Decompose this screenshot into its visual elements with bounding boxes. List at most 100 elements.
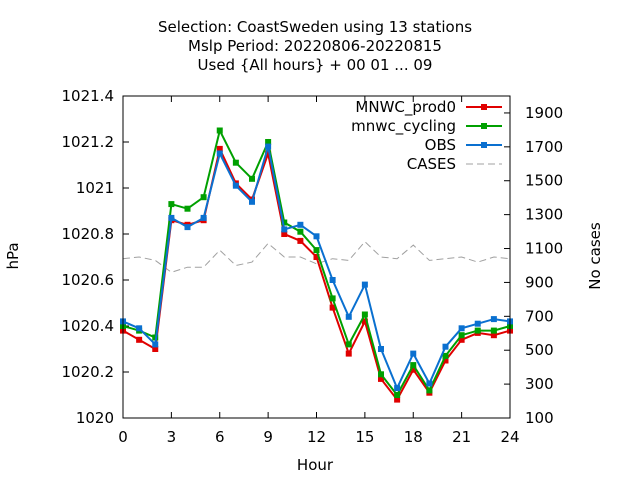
- y2-tick-label: 900: [525, 273, 554, 291]
- y2-tick-label: 1300: [525, 206, 563, 224]
- x-tick-label: 0: [118, 428, 128, 446]
- x-axis-label: Hour: [297, 456, 334, 474]
- chart-title-line1: Selection: CoastSweden using 13 stations: [158, 18, 472, 36]
- data-point-MNWC_prod0: [297, 237, 304, 244]
- data-point-MNWC_prod0: [442, 357, 449, 364]
- data-point-OBS: [458, 325, 465, 332]
- x-tick-label: 3: [167, 428, 177, 446]
- data-point-mnwc_cycling: [281, 219, 288, 226]
- y2-tick-label: 1900: [525, 104, 563, 122]
- y2-tick-label: 100: [525, 409, 554, 427]
- data-point-OBS: [216, 150, 223, 157]
- data-point-mnwc_cycling: [490, 327, 497, 334]
- data-point-mnwc_cycling: [313, 247, 320, 254]
- y-tick-label: 1020.2: [62, 363, 115, 381]
- data-point-MNWC_prod0: [216, 145, 223, 152]
- x-tick-label: 6: [215, 428, 225, 446]
- data-point-OBS: [345, 313, 352, 320]
- data-point-MNWC_prod0: [329, 304, 336, 311]
- data-point-mnwc_cycling: [168, 201, 175, 208]
- data-point-OBS: [184, 224, 191, 231]
- data-point-mnwc_cycling: [426, 387, 433, 394]
- y-tick-label: 1021: [76, 179, 114, 197]
- y2-tick-label: 1700: [525, 138, 563, 156]
- y2-axis-label: No cases: [586, 222, 604, 290]
- data-point-OBS: [281, 226, 288, 233]
- x-tick-label: 12: [307, 428, 326, 446]
- data-point-OBS: [490, 316, 497, 323]
- data-point-MNWC_prod0: [394, 396, 401, 403]
- data-point-OBS: [136, 325, 143, 332]
- legend-swatch-marker: [481, 123, 487, 129]
- legend-label: CASES: [407, 155, 456, 173]
- data-point-mnwc_cycling: [442, 352, 449, 359]
- data-point-OBS: [426, 380, 433, 387]
- y-axis-label: hPa: [4, 242, 22, 269]
- legend-label: MNWC_prod0: [355, 98, 456, 117]
- y2-tick-label: 500: [525, 341, 554, 359]
- data-point-OBS: [168, 214, 175, 221]
- data-point-mnwc_cycling: [394, 392, 401, 398]
- data-point-MNWC_prod0: [281, 231, 288, 237]
- data-point-mnwc_cycling: [216, 127, 223, 134]
- data-point-OBS: [249, 198, 255, 205]
- data-point-MNWC_prod0: [152, 346, 159, 352]
- y-tick-label: 1020.6: [62, 271, 115, 289]
- data-point-OBS: [313, 233, 320, 240]
- y-tick-label: 1020: [76, 409, 114, 427]
- data-point-mnwc_cycling: [345, 341, 352, 348]
- legend-swatch-marker: [481, 104, 487, 110]
- y2-tick-label: 1100: [525, 240, 563, 258]
- data-point-mnwc_cycling: [200, 194, 207, 201]
- data-point-mnwc_cycling: [378, 371, 384, 378]
- data-point-MNWC_prod0: [345, 350, 352, 357]
- y-tick-label: 1021.2: [62, 133, 115, 151]
- data-point-mnwc_cycling: [184, 205, 191, 212]
- data-point-OBS: [232, 182, 239, 189]
- data-point-OBS: [152, 341, 159, 348]
- data-point-mnwc_cycling: [297, 228, 304, 235]
- data-point-mnwc_cycling: [265, 139, 272, 145]
- y2-tick-label: 300: [525, 375, 554, 393]
- data-point-mnwc_cycling: [249, 175, 255, 182]
- data-point-MNWC_prod0: [490, 332, 497, 339]
- data-point-mnwc_cycling: [329, 295, 336, 302]
- x-tick-label: 24: [500, 428, 519, 446]
- data-point-OBS: [474, 320, 481, 327]
- x-tick-label: 15: [355, 428, 374, 446]
- x-tick-label: 18: [404, 428, 423, 446]
- chart-title-line3: Used {All hours} + 00 01 ... 09: [198, 56, 433, 74]
- data-point-MNWC_prod0: [361, 318, 368, 325]
- series-line-CASES: [122, 240, 511, 273]
- plot-frame: [122, 95, 511, 419]
- data-point-mnwc_cycling: [410, 362, 417, 369]
- data-point-MNWC_prod0: [265, 150, 272, 157]
- data-point-OBS: [394, 385, 401, 392]
- x-tick-label: 21: [452, 428, 471, 446]
- y2-tick-label: 1500: [525, 172, 563, 190]
- data-point-OBS: [265, 143, 272, 150]
- data-point-MNWC_prod0: [458, 336, 465, 343]
- data-point-OBS: [410, 350, 417, 357]
- data-point-mnwc_cycling: [361, 311, 368, 318]
- data-point-mnwc_cycling: [474, 327, 481, 334]
- ticks-layer: 0 3 6 9 12 15 18 21 24 1020 1020.2 1020.4 1020.6 1020…: [62, 87, 564, 446]
- x-tick-label: 9: [263, 428, 273, 446]
- data-point-OBS: [442, 343, 449, 350]
- y2-tick-label: 700: [525, 307, 554, 325]
- data-point-MNWC_prod0: [136, 336, 143, 343]
- legend-label: OBS: [425, 136, 456, 154]
- legend-swatch-marker: [481, 142, 487, 148]
- data-point-OBS: [378, 346, 384, 352]
- data-point-mnwc_cycling: [458, 332, 465, 339]
- data-point-MNWC_prod0: [378, 375, 384, 382]
- y-tick-label: 1020.8: [62, 225, 115, 243]
- series-line-MNWC_prod0: [122, 145, 511, 402]
- chart-title-line2: Mslp Period: 20220806-20220815: [188, 37, 442, 55]
- data-point-MNWC_prod0: [410, 366, 417, 373]
- data-point-mnwc_cycling: [232, 159, 239, 166]
- data-point-OBS: [361, 281, 368, 288]
